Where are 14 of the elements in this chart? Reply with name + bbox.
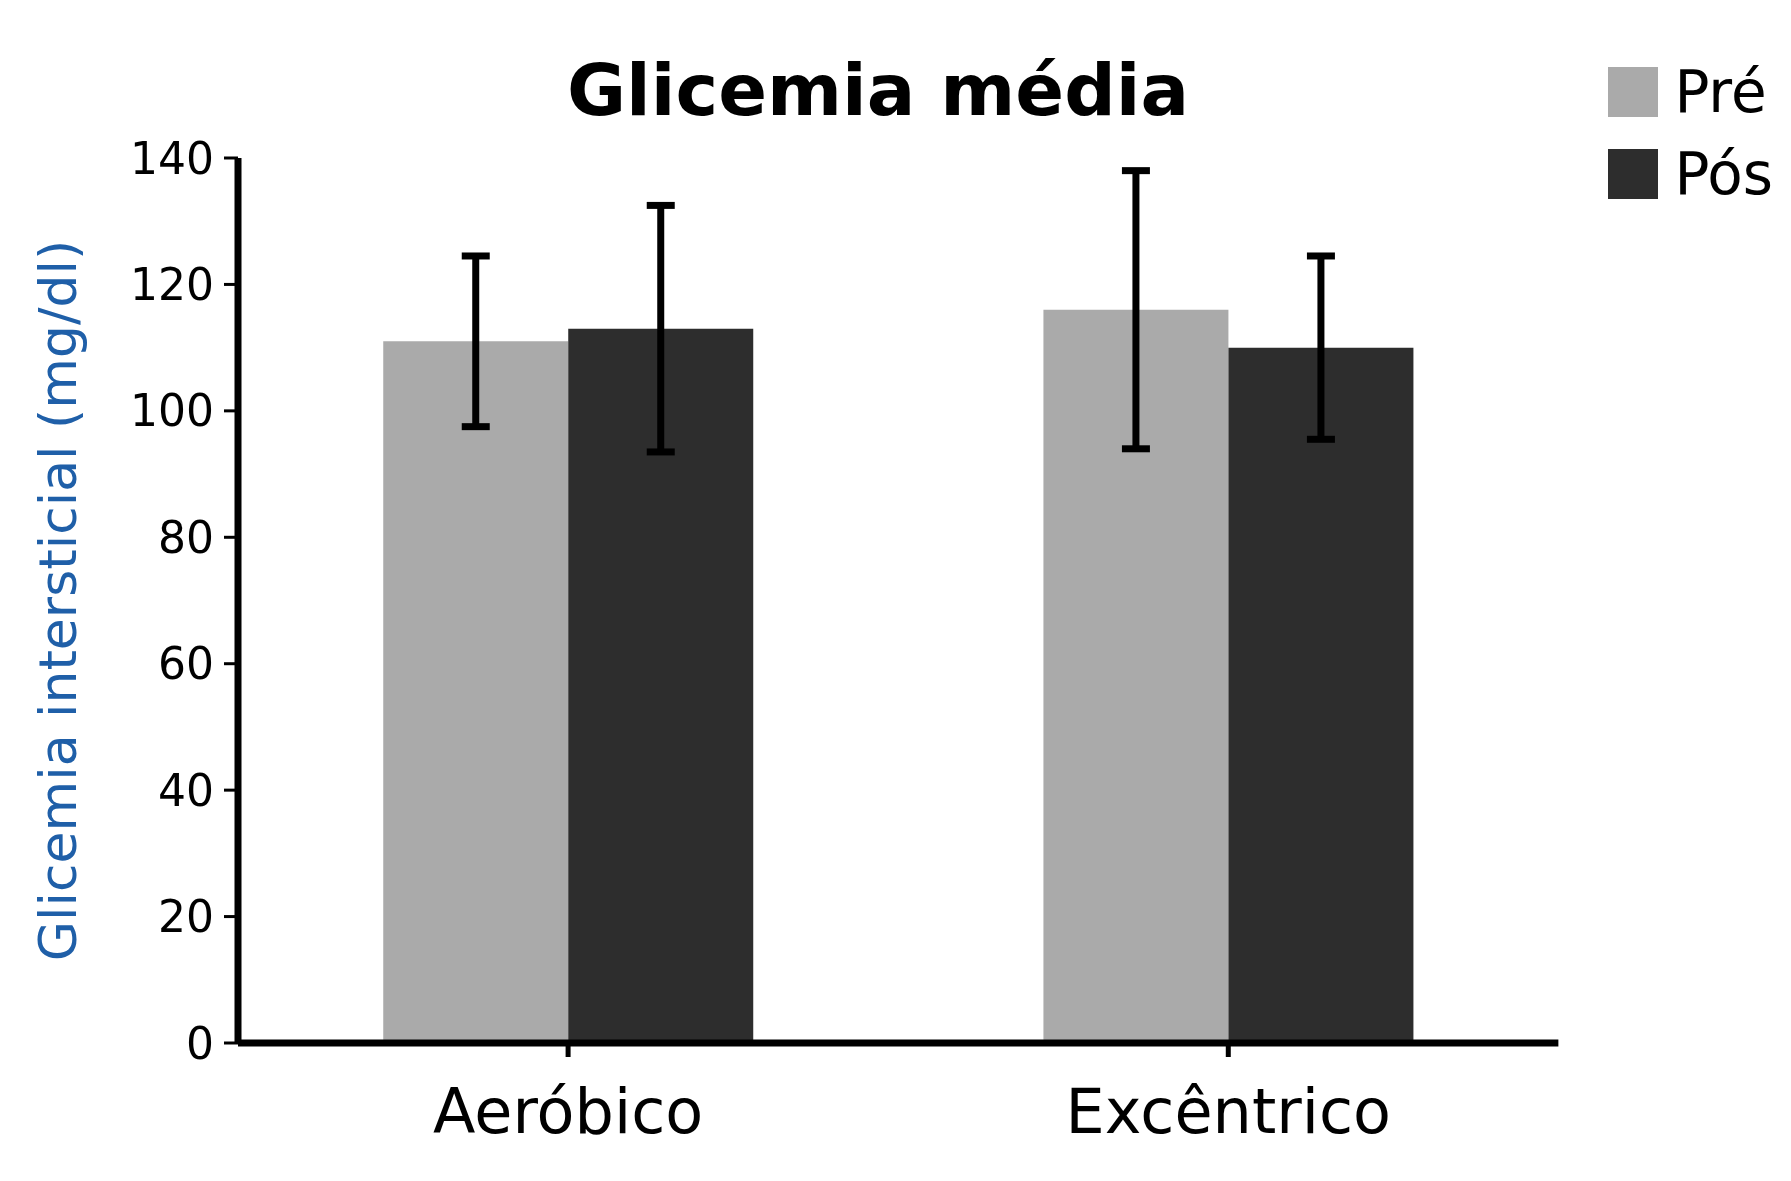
y-tick-label: 140 (130, 132, 214, 184)
y-tick-label: 60 (158, 638, 214, 690)
x-tick-label: Excêntrico (1065, 1075, 1391, 1149)
y-tick-label: 20 (158, 891, 214, 943)
y-tick-label: 120 (130, 259, 214, 311)
y-axis-title: Glicemia intersticial (mg/dl) (28, 239, 89, 962)
y-tick-label: 80 (158, 511, 214, 563)
legend-label: Pré (1674, 58, 1767, 126)
y-tick-label: 40 (158, 764, 214, 816)
y-tick-label: 0 (186, 1017, 214, 1069)
chart-title: Glicemia média (566, 48, 1190, 132)
x-tick-label: Aeróbico (433, 1075, 704, 1149)
y-tick-label: 100 (130, 385, 214, 437)
legend-label: Pós (1674, 140, 1773, 208)
